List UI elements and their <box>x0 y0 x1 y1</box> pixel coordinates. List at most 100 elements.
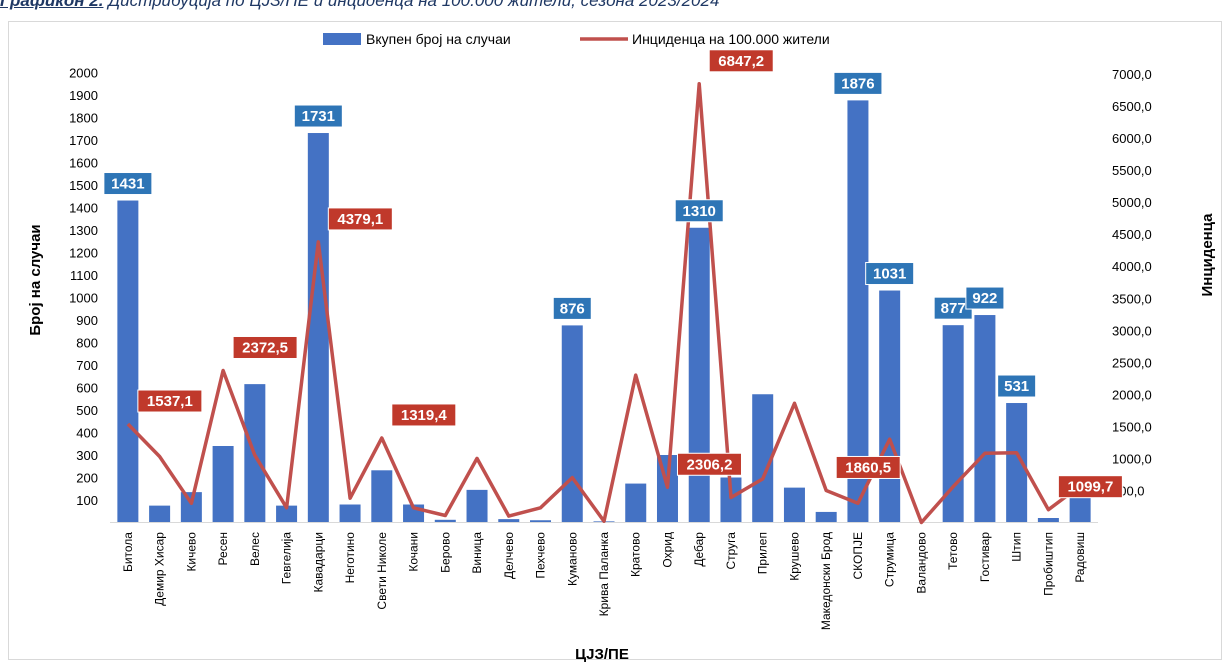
bar <box>371 470 393 523</box>
x-tick-label: Охрид <box>660 532 674 568</box>
y-axis-title: Број на случаи <box>27 224 44 335</box>
x-tick-label: Кочани <box>407 532 421 572</box>
bar <box>117 200 139 523</box>
x-tick-label: Пехчево <box>534 532 548 579</box>
x-tick-label: Куманово <box>565 532 579 586</box>
bar-label-box <box>965 286 1005 310</box>
line-value-label: 2372,5 <box>242 339 288 356</box>
bar <box>307 133 329 523</box>
bar-value-label: 1310 <box>683 203 716 220</box>
y2-tick-label: 5000,0 <box>1112 195 1152 210</box>
y2-tick-label: 6000,0 <box>1112 131 1152 146</box>
x-tick-label: Битола <box>121 532 135 572</box>
x-tick-label: Берово <box>438 532 452 573</box>
page-title: Графикон 2. Дистрибуција по ЦЈЗ/ПЕ и инц… <box>0 0 1226 13</box>
y-tick-label: 900 <box>76 313 98 328</box>
y-tick-label: 2000 <box>69 66 98 81</box>
bar-label-box <box>865 262 915 286</box>
x-tick-label: Дебар <box>692 532 706 567</box>
line-label-box <box>327 207 393 231</box>
chart-frame <box>8 21 1222 660</box>
x-tick-label: Демир Хисар <box>153 532 167 606</box>
y2-tick-label: 1000,0 <box>1112 451 1152 466</box>
y-tick-label: 1800 <box>69 111 98 126</box>
figure-number: Графикон 2. <box>0 0 104 10</box>
x-tick-label: Гевгелија <box>280 532 294 585</box>
x-tick-label: Тетово <box>946 532 960 570</box>
bar <box>942 325 964 523</box>
y2-tick-label: 2000,0 <box>1112 387 1152 402</box>
y2-tick-label: 4000,0 <box>1112 259 1152 274</box>
x-tick-label: Валандово <box>914 532 928 594</box>
line-label-box <box>1057 475 1123 499</box>
y2-tick-label: 4500,0 <box>1112 227 1152 242</box>
y-tick-label: 1100 <box>70 268 98 283</box>
bar <box>879 290 901 523</box>
bar <box>1006 403 1028 523</box>
x-tick-label: Свети Николе <box>375 532 389 610</box>
bar-label-box <box>997 374 1037 398</box>
y-tick-label: 600 <box>76 381 98 396</box>
bar <box>815 511 837 523</box>
bar-label-box <box>293 104 343 128</box>
bar <box>1037 518 1059 523</box>
line-series <box>126 82 1082 525</box>
bar-label-box <box>552 296 592 320</box>
x-tick-label: Кратово <box>629 532 643 577</box>
figure-caption: Дистрибуција по ЦЈЗ/ПЕ и инциденца на 10… <box>108 0 720 10</box>
line-label-box <box>676 452 742 476</box>
x-axis-ticks: Битола Демир Хисар Кичево Ресен Велес Гевгели… <box>121 532 1087 630</box>
bar <box>752 394 774 523</box>
line-label-box <box>391 403 457 427</box>
x-tick-label: Крива Паланка <box>597 532 611 617</box>
x-tick-label: Штип <box>1010 532 1024 562</box>
y2-tick-label: 3000,0 <box>1112 323 1152 338</box>
bar <box>530 520 552 523</box>
y2-tick-label: 2500,0 <box>1112 355 1152 370</box>
x-tick-label: Неготино <box>343 532 357 584</box>
legend-bar-label: Вкупен број на случаи <box>366 31 511 47</box>
bar-value-label: 1031 <box>873 266 906 283</box>
x-tick-label: СКОПЈЕ <box>851 532 865 579</box>
bar <box>783 487 805 523</box>
bar <box>276 505 298 523</box>
line-label-box <box>835 455 901 479</box>
bar-data-labels: 1431 1731 876 1310 1876 1031 877 922 531 <box>103 71 1037 398</box>
x-tick-label: Ресен <box>216 532 230 565</box>
bar <box>847 100 869 523</box>
y-tick-label: 1200 <box>69 246 98 261</box>
bar-label-box <box>103 172 153 196</box>
y2-tick-label: 6500,0 <box>1112 99 1152 114</box>
y-tick-label: 1000 <box>69 291 98 306</box>
y2-tick-label: 3500,0 <box>1112 291 1152 306</box>
line-value-label: 2306,2 <box>687 456 733 473</box>
y-tick-label: 200 <box>76 471 98 486</box>
y-tick-label: 1500 <box>69 178 98 193</box>
y2-tick-label: 1500,0 <box>1112 419 1152 434</box>
bar <box>149 505 171 523</box>
line-label-box <box>137 389 203 413</box>
x-tick-label: Струмица <box>883 532 897 587</box>
legend-bar-swatch <box>323 33 361 45</box>
y-axis-ticks: 100 200 300 400 500 600 700 800 900 1000 1100 1200 1… <box>69 66 98 509</box>
bar <box>180 492 202 523</box>
line-label-box <box>232 335 298 359</box>
bar-value-label: 1731 <box>302 108 335 125</box>
y-tick-label: 1600 <box>69 156 98 171</box>
y2-tick-label: 7000,0 <box>1112 67 1152 82</box>
y2-axis-title: Инциденца <box>1199 213 1216 297</box>
bar-label-box <box>833 71 883 95</box>
legend-line-label: Инциденца на 100.000 жители <box>632 31 830 47</box>
bar-value-label: 922 <box>972 290 997 307</box>
y-tick-label: 1400 <box>69 201 98 216</box>
y2-axis-ticks: 500,01000,01500,02000,02500,03000,03500,… <box>1112 67 1152 498</box>
y-tick-label: 500 <box>76 403 98 418</box>
bar <box>339 504 361 523</box>
bar <box>974 315 996 523</box>
bar-value-label: 876 <box>560 300 585 317</box>
line-value-label: 1860,5 <box>845 459 891 476</box>
y2-tick-label: 5500,0 <box>1112 163 1152 178</box>
legend: Вкупен број на случаи Инциденца на 100.0… <box>323 31 830 47</box>
bar-value-label: 877 <box>941 300 966 317</box>
